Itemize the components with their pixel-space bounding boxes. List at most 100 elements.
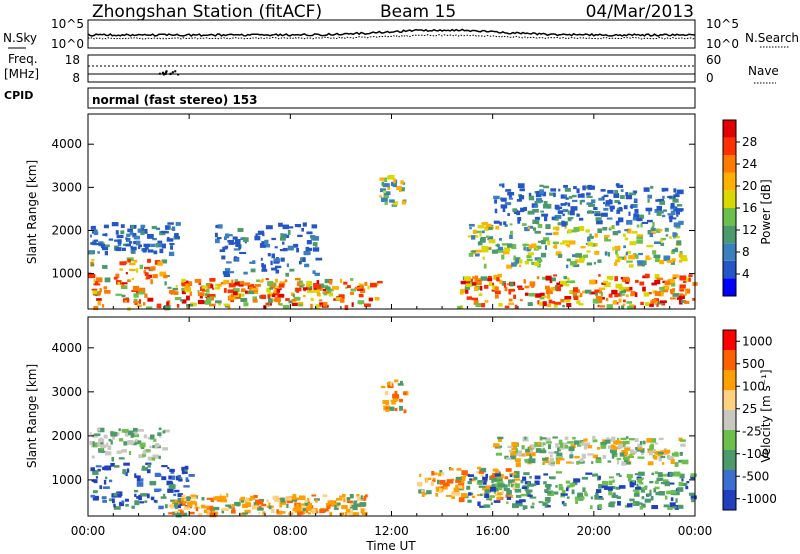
scatter-cell xyxy=(508,449,513,453)
scatter-cell xyxy=(654,298,660,304)
scatter-cell xyxy=(133,259,138,263)
scatter-cell xyxy=(144,272,149,277)
scatter-cell xyxy=(669,195,676,200)
scatter-cell xyxy=(95,476,99,479)
scatter-cell xyxy=(241,503,249,509)
scatter-cell xyxy=(181,282,186,286)
scatter-cell xyxy=(125,503,129,507)
scatter-cell xyxy=(556,452,563,457)
scatter-cell xyxy=(613,447,616,451)
scatter-cell xyxy=(491,484,496,489)
scatter-cell xyxy=(198,281,201,286)
scatter-cell xyxy=(682,482,688,486)
scatter-cell xyxy=(292,493,297,499)
scatter-cell xyxy=(442,482,450,487)
scatter-cell xyxy=(461,470,468,476)
search-noise-trace xyxy=(87,34,696,40)
scatter-cell xyxy=(606,275,614,280)
scatter-cell xyxy=(266,499,269,503)
scatter-cell xyxy=(663,255,670,261)
scatter-cell xyxy=(554,451,559,454)
scatter-cell xyxy=(472,229,477,235)
scatter-cell xyxy=(498,486,503,491)
scatter-cell xyxy=(501,254,505,260)
scatter-cell xyxy=(93,479,98,484)
scatter-cell xyxy=(616,496,622,499)
scatter-cell xyxy=(399,405,403,411)
scatter-cell xyxy=(555,206,563,210)
scatter-cell xyxy=(532,208,539,213)
scatter-cell xyxy=(546,484,551,490)
scatter-cell xyxy=(96,243,102,246)
scatter-cell xyxy=(493,443,500,448)
scatter-cell xyxy=(557,210,564,214)
scatter-cell xyxy=(138,299,141,304)
scatter-cell xyxy=(636,234,644,238)
scatter-cell xyxy=(301,227,304,232)
scatter-cell xyxy=(458,497,465,503)
scatter-cell xyxy=(224,245,229,249)
scatter-cell xyxy=(137,429,144,432)
scatter-cell xyxy=(111,222,119,227)
scatter-cell xyxy=(676,204,683,207)
scatter-cell xyxy=(507,213,510,216)
scatter-cell xyxy=(260,294,266,300)
scatter-cell xyxy=(349,493,354,499)
scatter-cell xyxy=(531,502,535,506)
scatter-cell xyxy=(473,300,479,305)
scatter-cell xyxy=(150,496,155,501)
scatter-cell xyxy=(306,240,312,245)
scatter-cell xyxy=(534,261,540,266)
scatter-cell xyxy=(149,480,157,486)
scatter-cell xyxy=(190,302,197,307)
scatter-cell xyxy=(163,493,166,498)
scatter-cell xyxy=(639,482,644,485)
scatter-cell xyxy=(461,485,465,490)
scatter-cell xyxy=(467,499,472,503)
scatter-cell xyxy=(303,289,307,292)
scatter-cell xyxy=(628,255,635,260)
scatter-cell xyxy=(278,301,281,306)
scatter-cell xyxy=(488,282,493,287)
scatter-cell xyxy=(528,195,535,201)
scatter-cell xyxy=(569,290,573,294)
scatter-cell xyxy=(611,289,618,295)
scatter-cell xyxy=(629,264,634,268)
scatter-cell xyxy=(379,177,385,181)
scatter-cell xyxy=(234,239,241,244)
scatter-cell xyxy=(153,438,157,442)
scatter-cell xyxy=(269,303,272,306)
scatter-cell xyxy=(140,493,148,497)
scatter-cell xyxy=(600,441,608,445)
scatter-cell xyxy=(436,479,440,485)
scatter-cell xyxy=(287,229,291,235)
scatter-cell xyxy=(329,511,333,517)
scatter-cell xyxy=(558,439,563,445)
scatter-cell xyxy=(130,250,136,253)
scatter-cell xyxy=(544,489,549,493)
scatter-cell xyxy=(496,496,500,501)
scatter-cell xyxy=(494,286,499,292)
scatter-cell xyxy=(423,492,427,496)
scatter-cell xyxy=(158,455,161,460)
scatter-cell xyxy=(506,496,512,500)
scatter-cell xyxy=(611,451,615,457)
scatter-cell xyxy=(610,502,615,508)
scatter-cell xyxy=(261,503,267,507)
scatter-cell xyxy=(497,483,505,488)
scatter-cell xyxy=(226,493,229,498)
scatter-cell xyxy=(570,444,576,449)
scatter-cell xyxy=(616,184,624,188)
scatter-cell xyxy=(374,296,380,301)
scatter-cell xyxy=(281,497,286,503)
scatter-cell xyxy=(619,452,625,457)
scatter-cell xyxy=(149,434,155,440)
scatter-cell xyxy=(350,291,354,295)
scatter-cell xyxy=(672,274,679,278)
colorbar-swatch xyxy=(723,260,736,279)
scatter-cell xyxy=(498,302,503,307)
scatter-cell xyxy=(233,248,241,251)
scatter-cell xyxy=(680,300,687,303)
scatter-cell xyxy=(664,280,670,286)
scatter-cell xyxy=(403,391,407,396)
